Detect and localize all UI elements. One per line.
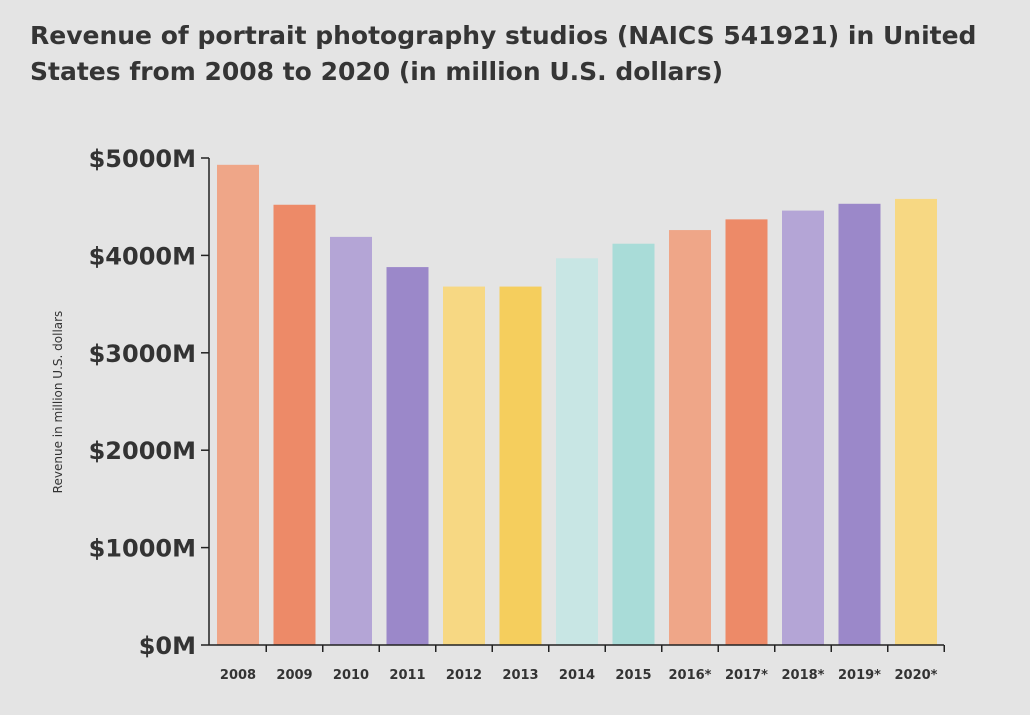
- y-tick-label: $1000M: [89, 535, 196, 563]
- x-axis: 2008 2009 2010 2011 2012 2013 2014 2015 2016* 201…: [209, 644, 945, 683]
- x-tick-label: 2020*: [895, 668, 938, 683]
- bar: [273, 204, 316, 645]
- x-tick-label: 2015: [615, 668, 651, 683]
- x-tick-label: 2018*: [782, 668, 825, 683]
- bar: [556, 258, 598, 645]
- bar: [217, 164, 259, 645]
- y-tick-label: $5000M: [89, 145, 196, 173]
- bar: [669, 230, 711, 646]
- y-tick-label: $3000M: [89, 340, 196, 368]
- bar: [895, 198, 937, 645]
- chart-title: Revenue of portrait photography studios …: [30, 21, 977, 86]
- x-tick-label: 2012: [446, 668, 482, 683]
- x-tick-label: 2011: [389, 668, 425, 683]
- x-tick-label: 2009: [276, 668, 312, 683]
- y-axis-title: Revenue in million U.S. dollars: [51, 311, 65, 494]
- y-tick-label: $0M: [139, 632, 196, 660]
- x-tick-label: 2019*: [838, 668, 881, 683]
- bar: [499, 286, 542, 645]
- x-tick-label: 2013: [502, 668, 538, 683]
- bar: [330, 236, 372, 646]
- x-tick-label: 2010: [333, 668, 369, 683]
- x-tick-label: 2017*: [725, 668, 768, 683]
- bar: [443, 286, 485, 645]
- bars: [217, 164, 937, 646]
- y-axis: $0M $1000M $2000M $3000M $4000M $5000M: [89, 145, 210, 660]
- y-tick-label: $2000M: [89, 437, 196, 465]
- x-tick-label: 2008: [220, 668, 256, 683]
- y-tick-label: $4000M: [89, 242, 196, 270]
- bar: [838, 203, 881, 645]
- x-tick-label: 2014: [559, 668, 595, 683]
- x-tick-label: 2016*: [669, 668, 712, 683]
- bar: [386, 267, 429, 645]
- bar: [612, 243, 655, 645]
- bar: [782, 210, 824, 645]
- bar: [725, 219, 768, 645]
